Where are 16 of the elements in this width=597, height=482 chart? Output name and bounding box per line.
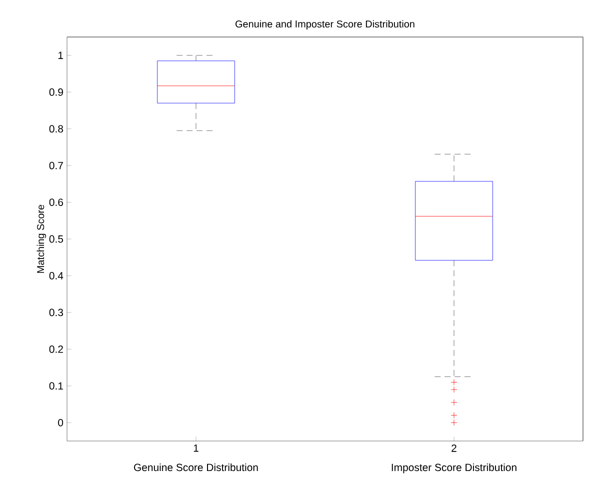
y-tick-label: 0.2 [49, 345, 63, 353]
y-tick-label: 0 [58, 418, 64, 426]
text: Imposter Score Distribution [392, 463, 516, 474]
y-tick-label: 0.4 [49, 272, 64, 280]
y-tick-label: 0.5 [49, 235, 64, 243]
y-tick-label: 0.8 [49, 125, 64, 133]
y-tick-label: 0.6 [49, 198, 64, 206]
chart-title: Genuine and Imposter Score Distribution [236, 20, 414, 30]
x-tick-label: 2 [452, 444, 456, 452]
y-tick-label: 1 [58, 52, 63, 59]
y-tick-label: 0.9 [49, 88, 63, 96]
y-tick-label: 0.3 [49, 308, 64, 316]
y-axis-title: Matching Score [36, 204, 46, 273]
y-tick-label: 0.7 [49, 162, 63, 170]
text: Genuine Score Distribution [134, 463, 258, 472]
y-tick-label: 0.1 [49, 382, 63, 390]
